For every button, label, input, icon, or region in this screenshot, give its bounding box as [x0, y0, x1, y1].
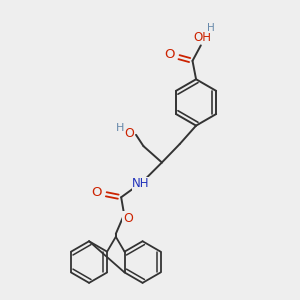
Text: O: O [124, 127, 134, 140]
Text: NH: NH [132, 177, 150, 190]
Text: H: H [116, 123, 124, 133]
Text: H: H [207, 22, 215, 32]
Text: O: O [123, 212, 133, 225]
Text: OH: OH [193, 31, 211, 44]
Text: O: O [164, 48, 175, 62]
Text: O: O [92, 186, 102, 199]
